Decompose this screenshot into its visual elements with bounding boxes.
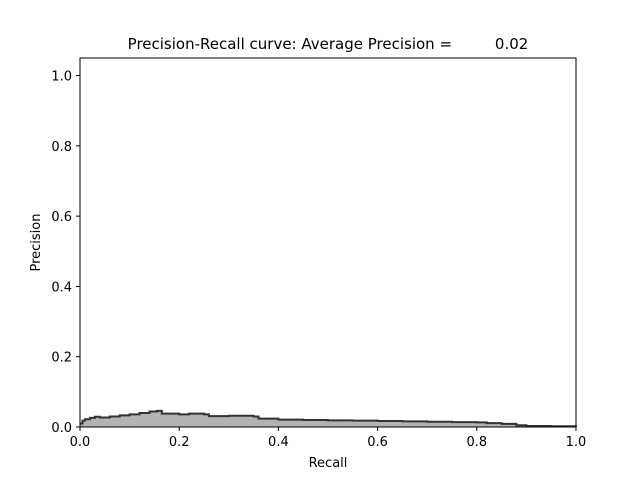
precision-recall-line: [80, 409, 577, 428]
x-tick-label: 0.4: [268, 435, 289, 450]
y-tick-label: 0.4: [51, 280, 72, 295]
y-tick-label: 0.8: [51, 140, 72, 155]
x-tick-label: 0.8: [466, 435, 487, 450]
plot-layer: [80, 409, 577, 428]
y-axis-label: Precision: [29, 213, 44, 271]
x-tick-label: 0.0: [70, 435, 91, 450]
y-tick-label: 0.6: [51, 210, 72, 225]
x-tick-label: 1.0: [566, 435, 587, 450]
y-tick-label: 0.0: [51, 421, 72, 436]
y-tick-label: 1.0: [51, 70, 72, 85]
x-tick-label: 0.2: [169, 435, 190, 450]
ticks-layer: 0.0 0.2 0.4 0.6 0.8 1.0 0.0 0.2 0.4 0.6 0.8 1.0: [51, 70, 586, 450]
y-tick-label: 0.2: [51, 351, 72, 366]
x-axis-label: Recall: [309, 456, 348, 471]
x-tick-label: 0.6: [367, 435, 388, 450]
plot-frame: [79, 57, 577, 428]
chart-title: Precision-Recall curve: Average Precisio…: [128, 35, 529, 53]
